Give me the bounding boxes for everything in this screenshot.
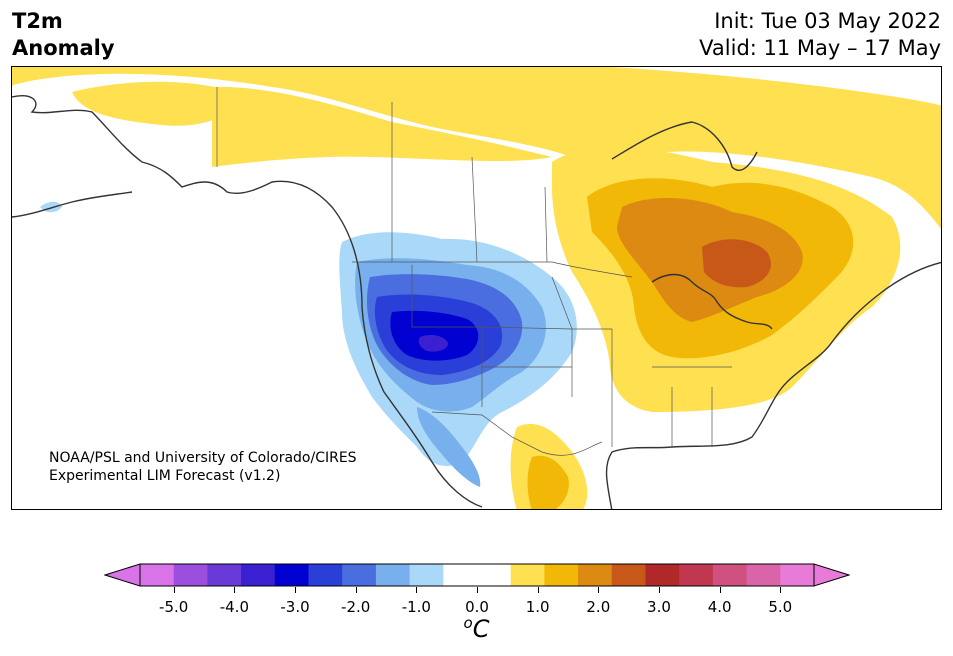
warm-region-canada xyxy=(212,86,552,167)
colorbar-bin xyxy=(510,564,545,586)
colorbar-bin xyxy=(173,564,208,586)
state-lines xyxy=(411,265,732,447)
colorbar-tick-mark xyxy=(355,587,357,593)
canada-us-border xyxy=(352,261,633,278)
map-title: T2m Anomaly xyxy=(12,8,115,62)
credit-line-2: Experimental LIM Forecast (v1.2) xyxy=(49,468,281,484)
colorbar-tick-mark xyxy=(598,587,600,593)
warm-region-alaska xyxy=(72,81,242,126)
colorbar-bin xyxy=(140,564,175,586)
political-borders xyxy=(216,87,732,456)
colorbar-tick-mark xyxy=(295,587,297,593)
colorbar-bin xyxy=(477,564,512,586)
colorbar-tick-mark xyxy=(537,587,539,593)
colorbar-tick-label: -1.0 xyxy=(401,598,431,616)
colorbar-tick-label: 5.0 xyxy=(768,598,793,616)
cold-anomaly-fields xyxy=(40,201,577,487)
gold-region-mexico xyxy=(527,455,569,509)
colorbar-tick-mark xyxy=(173,587,175,593)
anomaly-map xyxy=(11,66,942,510)
forecast-dates: Init: Tue 03 May 2022 Valid: 11 May – 17… xyxy=(699,8,941,62)
colorbar-tick-label: -4.0 xyxy=(219,598,249,616)
colorbar-tick-label: -2.0 xyxy=(341,598,371,616)
colorbar-tick-mark xyxy=(477,587,478,593)
colorbar-tick-mark xyxy=(416,587,418,593)
credit-line-1: NOAA/PSL and University of Colorado/CIRE… xyxy=(49,450,357,466)
warm-anomaly-fields xyxy=(12,67,941,509)
colorbar-border xyxy=(139,563,815,587)
valid-range: Valid: 11 May – 17 May xyxy=(699,36,941,60)
colorbar-tick-label: -3.0 xyxy=(280,598,310,616)
title-type: Anomaly xyxy=(12,36,115,60)
colorbar-tick-mark xyxy=(780,587,782,593)
colorbar-bin xyxy=(611,564,646,586)
colorbar-bin xyxy=(679,564,714,586)
hudson-bay xyxy=(611,121,758,171)
province-lines xyxy=(216,87,548,263)
colorbar-tick-label: 4.0 xyxy=(707,598,732,616)
colorbar-tick-mark xyxy=(658,587,660,593)
colorbar-tick-label: 0.0 xyxy=(465,598,489,616)
init-date: Init: Tue 03 May 2022 xyxy=(714,9,941,33)
colorbar-bin xyxy=(746,564,781,586)
warm-region-north xyxy=(12,67,941,229)
cold-region-baja xyxy=(417,407,481,487)
colorbar-bin xyxy=(712,564,748,586)
colorbar-bin xyxy=(780,564,815,586)
alaska-coast xyxy=(12,95,483,508)
colorbar-over-arrow xyxy=(813,563,850,587)
cold-region-peak xyxy=(418,335,448,352)
colorbar-tick-mark xyxy=(719,587,721,593)
great-lakes xyxy=(651,273,773,330)
colorbar xyxy=(104,563,850,587)
colorbar-tick-mark xyxy=(234,587,236,593)
colorbar-under-arrow xyxy=(104,563,141,587)
coastlines xyxy=(12,95,941,509)
units-degree: o xyxy=(463,614,473,632)
title-variable: T2m xyxy=(12,9,63,33)
us-mexico-border xyxy=(431,411,603,456)
colorbar-bin xyxy=(409,564,444,586)
colorbar-bin xyxy=(241,564,276,586)
colorbar-tick-label: 2.0 xyxy=(586,598,611,616)
colorbar-bin xyxy=(375,564,411,586)
colorbar-bin xyxy=(342,564,377,586)
colorbar-bin xyxy=(578,564,613,586)
colorbar-bin xyxy=(308,564,343,586)
colorbar-tick-label: 3.0 xyxy=(647,598,671,616)
colorbar-bin xyxy=(274,564,309,586)
credit-text: NOAA/PSL and University of Colorado/CIRE… xyxy=(49,449,357,485)
colorbar-bin xyxy=(544,564,579,586)
colorbar-bin xyxy=(645,564,680,586)
colorbar-bin xyxy=(207,564,242,586)
colorbar-tick-label: 1.0 xyxy=(525,598,550,616)
units-celsius: C xyxy=(472,615,490,643)
map-canvas xyxy=(12,67,941,509)
east-coast xyxy=(605,261,941,509)
colorbar-bin xyxy=(443,564,478,586)
colorbar-tick-label: -5.0 xyxy=(159,598,189,616)
colorbar-units: oC xyxy=(0,614,953,643)
rust-region-lakes xyxy=(702,239,771,288)
